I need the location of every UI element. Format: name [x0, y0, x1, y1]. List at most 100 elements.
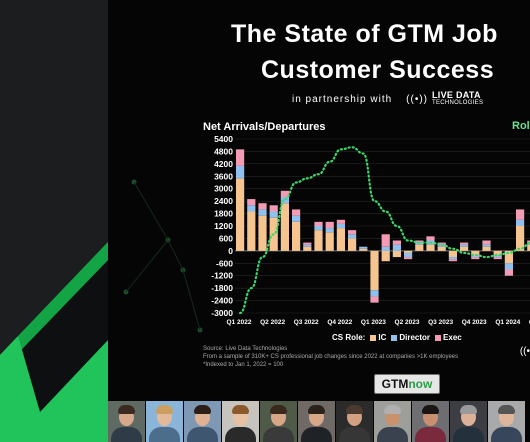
gtmnow-logo[interactable]: GTM now	[374, 374, 440, 394]
bar-exec	[314, 221, 323, 226]
y-tick-label: -1200	[211, 271, 233, 281]
y-tick-label: 3600	[214, 171, 233, 181]
bar-director	[448, 257, 457, 260]
bar-exec	[437, 242, 446, 245]
photo-shoulders	[225, 427, 256, 442]
speaker-photo	[260, 401, 297, 442]
bar-exec	[404, 257, 413, 260]
legend-swatch-exec	[435, 334, 442, 341]
legend-item-ic: IC	[378, 333, 387, 342]
bar-exec	[448, 259, 457, 262]
x-tick-label: Q2 2024	[529, 319, 530, 326]
broadcast-icon: ((•	[519, 346, 530, 357]
network-link	[182, 269, 201, 331]
bar-exec	[247, 199, 256, 206]
bar-exec	[493, 257, 502, 260]
bar-ic	[280, 203, 289, 251]
chart-line	[239, 146, 530, 315]
network-link	[167, 239, 184, 271]
chart-title: Net Arrivals/Departures	[203, 121, 326, 133]
partner-logo: LIVE DATA TECHNOLOGIES	[432, 91, 483, 107]
bar-director	[493, 255, 502, 258]
bar-ic	[527, 244, 530, 251]
photo-shoulders	[415, 427, 446, 442]
bar-director	[471, 255, 480, 258]
bar-exec	[336, 219, 345, 224]
bar-exec	[426, 236, 435, 241]
background-network	[123, 179, 203, 333]
speaker-photo	[374, 401, 411, 442]
partner-logo-line2: TECHNOLOGIES	[431, 100, 484, 106]
bar-ic	[292, 221, 301, 251]
logo-text-gtm: GTM	[381, 377, 409, 391]
bar-ic	[415, 244, 424, 251]
speaker-photo	[298, 401, 335, 442]
bar-director	[247, 205, 256, 212]
line-series-label: Role	[512, 120, 530, 132]
bar-ic	[471, 250, 480, 255]
bar-exec	[381, 234, 390, 247]
bar-director	[370, 290, 379, 297]
photo-hair	[422, 405, 439, 414]
index-note: *Indexed to Jan 1, 2022 = 100	[203, 362, 284, 368]
source-note: Source: Live Data Technologies	[203, 346, 288, 352]
bar-exec	[527, 240, 530, 243]
photo-shoulders	[377, 427, 408, 442]
chart-axes: 5400 4800 4200 3600 3000 2400 1800 1200 600 0 -600…	[211, 134, 530, 326]
y-tick-label: -2400	[211, 296, 233, 306]
bar-director	[516, 219, 525, 226]
main-content: 5400 4800 4200 3600 3000 2400 1800 1200 600 0 -600…	[108, 0, 530, 442]
y-tick-label: 2400	[214, 196, 233, 206]
chart-legend: CS Role: IC Director Exec	[332, 333, 462, 342]
legend-label: CS Role:	[332, 333, 366, 342]
speaker-photo	[184, 401, 221, 442]
photo-hair	[460, 405, 477, 414]
bar-ic	[426, 244, 435, 251]
bar-exec	[460, 242, 469, 245]
bar-ic	[325, 232, 334, 251]
partner-logo-line1: LIVE DATA	[431, 90, 481, 100]
logo-text-now: now	[408, 377, 433, 391]
broadcast-icon: ((•))	[406, 93, 428, 105]
bar-director	[359, 246, 368, 249]
legend-item-exec: Exec	[443, 333, 462, 342]
speaker-photo	[412, 401, 449, 442]
page-title: The State of GTM Job	[231, 20, 498, 48]
bar-director	[292, 215, 301, 222]
bar-ic	[236, 178, 245, 251]
speaker-photo	[450, 401, 487, 442]
y-tick-label: 0	[228, 246, 233, 256]
x-tick-label: Q1 2022	[227, 319, 252, 326]
bar-director	[280, 197, 289, 204]
x-tick-label: Q4 2022	[327, 319, 352, 326]
bar-director	[336, 223, 345, 229]
bar-ic	[314, 230, 323, 251]
photo-shoulders	[149, 427, 180, 442]
bar-ic	[437, 246, 446, 251]
speaker-photo	[488, 401, 525, 442]
bar-ic	[258, 215, 267, 251]
x-tick-label: Q3 2022	[294, 319, 319, 326]
bar-exec	[348, 230, 357, 235]
photo-shoulders	[263, 427, 294, 442]
photo-shoulders	[491, 427, 522, 442]
photo-shoulders	[453, 427, 484, 442]
green-shape-front	[0, 336, 108, 442]
y-tick-label: 600	[219, 233, 233, 243]
photo-hair	[384, 405, 401, 414]
y-tick-label: 5400	[214, 134, 233, 144]
y-tick-label: 4200	[214, 159, 233, 169]
bar-director	[437, 244, 446, 247]
bar-director	[269, 211, 278, 218]
bar-ic	[348, 238, 357, 251]
photo-hair	[232, 405, 249, 414]
y-tick-label: -1800	[211, 283, 233, 293]
decorative-graphic	[0, 242, 108, 442]
photo-hair	[498, 405, 515, 414]
speaker-photo-strip	[108, 401, 530, 442]
bar-ic	[381, 250, 390, 262]
x-tick-label: Q3 2023	[428, 319, 453, 326]
bar-exec	[471, 257, 480, 260]
partnership-row: in partnership with ((•)) LIVE DATA TECH…	[292, 91, 483, 107]
bar-exec	[269, 205, 278, 212]
